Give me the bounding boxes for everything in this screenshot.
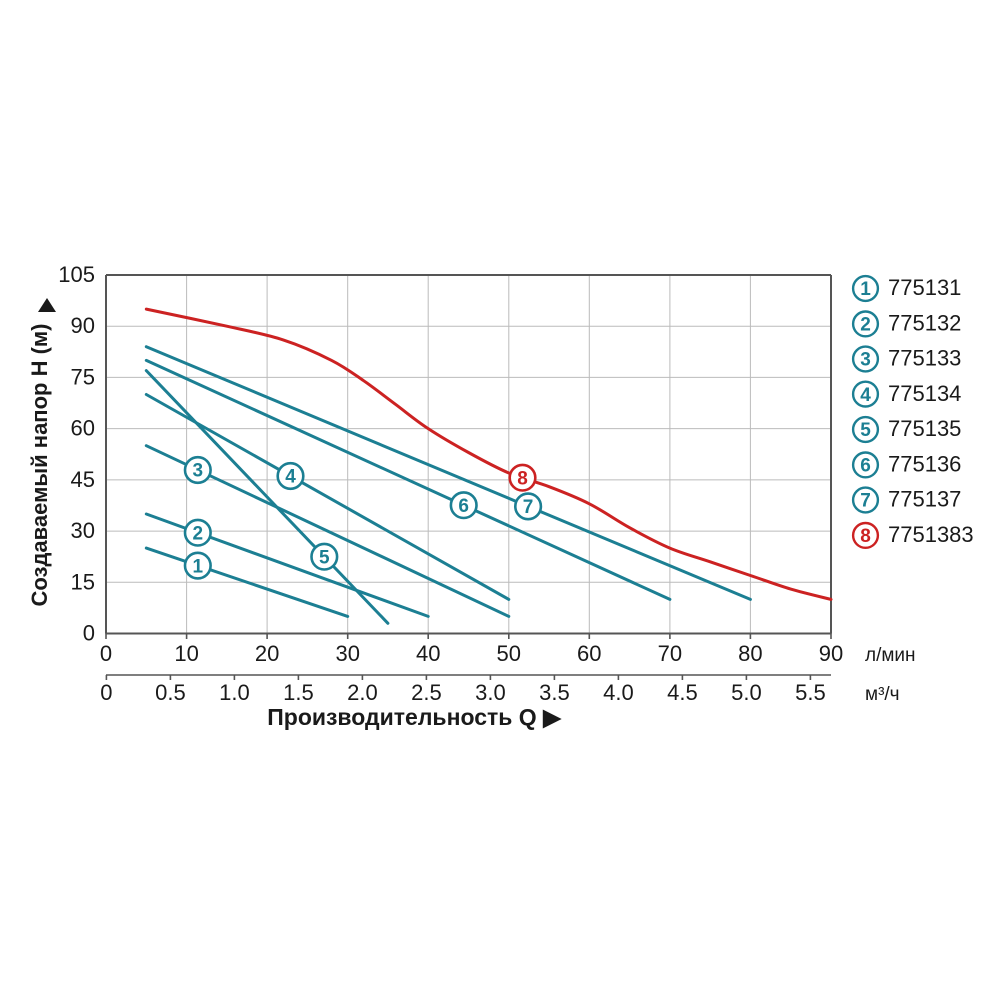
svg-text:8: 8 (517, 468, 528, 489)
svg-text:3.0: 3.0 (475, 680, 506, 705)
svg-text:1.5: 1.5 (283, 680, 314, 705)
svg-text:60: 60 (577, 641, 601, 666)
svg-text:л/мин: л/мин (865, 645, 916, 666)
svg-text:15: 15 (71, 569, 95, 594)
svg-text:775135: 775135 (888, 416, 961, 441)
svg-text:Производительность Q ▶: Производительность Q ▶ (267, 704, 562, 730)
svg-text:5.5: 5.5 (795, 680, 826, 705)
svg-text:8: 8 (860, 526, 871, 547)
svg-text:0: 0 (100, 641, 112, 666)
svg-text:0: 0 (100, 680, 112, 705)
svg-text:4.0: 4.0 (603, 680, 634, 705)
svg-text:1.0: 1.0 (219, 680, 250, 705)
svg-text:6: 6 (860, 456, 871, 477)
svg-text:5.0: 5.0 (731, 680, 762, 705)
svg-text:1: 1 (860, 279, 871, 300)
svg-text:75: 75 (71, 364, 95, 389)
svg-text:6: 6 (458, 496, 469, 517)
svg-text:5: 5 (860, 420, 871, 441)
svg-text:40: 40 (416, 641, 440, 666)
svg-text:2: 2 (860, 315, 871, 336)
svg-text:50: 50 (497, 641, 521, 666)
svg-text:70: 70 (658, 641, 682, 666)
svg-text:60: 60 (71, 416, 95, 441)
svg-text:3.5: 3.5 (539, 680, 570, 705)
svg-text:90: 90 (819, 641, 843, 666)
svg-text:10: 10 (174, 641, 198, 666)
svg-text:0: 0 (83, 621, 95, 646)
svg-text:775131: 775131 (888, 275, 961, 300)
svg-text:30: 30 (71, 518, 95, 543)
svg-text:2.0: 2.0 (347, 680, 378, 705)
svg-text:3: 3 (860, 350, 871, 371)
svg-text:2.5: 2.5 (411, 680, 442, 705)
svg-text:5: 5 (319, 547, 330, 568)
svg-text:7: 7 (860, 491, 871, 512)
svg-text:Создаваемый напор H (м): Создаваемый напор H (м) (27, 323, 52, 606)
svg-text:м³/ч: м³/ч (865, 684, 900, 705)
svg-text:45: 45 (71, 467, 95, 492)
svg-text:90: 90 (71, 313, 95, 338)
svg-text:4: 4 (860, 385, 871, 406)
svg-text:20: 20 (255, 641, 279, 666)
svg-text:0.5: 0.5 (155, 680, 186, 705)
svg-text:4.5: 4.5 (667, 680, 698, 705)
svg-text:30: 30 (335, 641, 359, 666)
svg-text:3: 3 (193, 461, 204, 482)
svg-text:105: 105 (58, 262, 95, 287)
svg-text:80: 80 (738, 641, 762, 666)
svg-text:775137: 775137 (888, 487, 961, 512)
svg-text:775133: 775133 (888, 346, 961, 371)
svg-text:775134: 775134 (888, 381, 961, 406)
svg-text:7: 7 (523, 497, 534, 518)
svg-text:4: 4 (285, 467, 296, 488)
svg-text:775136: 775136 (888, 452, 961, 477)
svg-text:2: 2 (193, 523, 204, 544)
svg-text:7751383: 7751383 (888, 522, 974, 547)
svg-text:1: 1 (193, 556, 204, 577)
svg-text:775132: 775132 (888, 311, 961, 336)
